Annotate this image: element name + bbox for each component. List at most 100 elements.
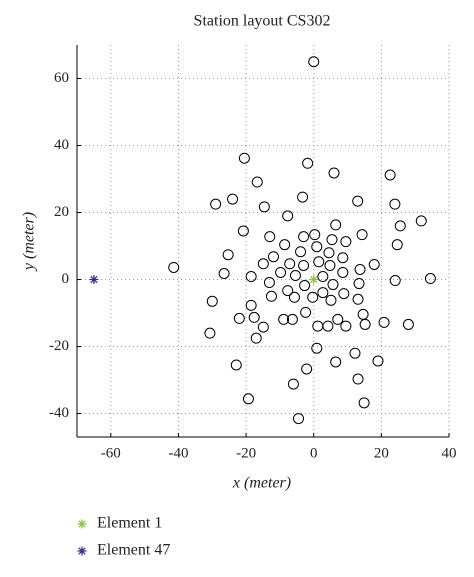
point <box>378 316 390 328</box>
point <box>227 193 239 205</box>
point <box>210 198 222 210</box>
point <box>372 355 384 367</box>
point <box>168 261 180 273</box>
point <box>289 270 301 282</box>
point <box>302 157 314 169</box>
point <box>415 215 427 227</box>
point <box>237 225 249 237</box>
x-tick-label: 20 <box>374 445 389 461</box>
point <box>295 246 307 258</box>
y-tick-label: -20 <box>49 338 69 354</box>
point <box>368 258 380 270</box>
point <box>263 277 275 289</box>
point <box>287 378 299 390</box>
point <box>308 56 320 68</box>
point <box>245 271 257 283</box>
point <box>282 210 294 222</box>
star-point <box>89 275 99 285</box>
point <box>313 256 325 268</box>
x-tick-label: -60 <box>101 445 121 461</box>
point <box>257 258 269 270</box>
point <box>286 313 298 325</box>
point <box>354 263 366 275</box>
point <box>323 247 335 259</box>
point <box>264 231 276 243</box>
point <box>358 397 370 409</box>
point <box>301 363 313 375</box>
point <box>242 393 254 405</box>
point <box>384 169 396 181</box>
point <box>326 234 338 246</box>
point <box>250 332 262 344</box>
point <box>389 275 401 287</box>
point <box>424 273 436 285</box>
point <box>352 195 364 207</box>
point <box>317 287 329 299</box>
point <box>349 347 361 359</box>
point <box>278 313 290 325</box>
point <box>330 356 342 368</box>
legend-marker <box>77 546 87 556</box>
point <box>299 280 311 292</box>
point <box>230 359 242 371</box>
point <box>311 241 323 253</box>
point <box>394 220 406 232</box>
point <box>238 152 250 164</box>
x-tick-label: 0 <box>310 445 318 461</box>
point <box>327 279 339 291</box>
point <box>293 413 305 425</box>
y-tick-label: 0 <box>62 271 70 287</box>
y-tick-label: -40 <box>49 405 69 421</box>
point <box>352 293 364 305</box>
point <box>288 291 300 303</box>
point <box>257 321 269 333</box>
point <box>258 201 270 213</box>
point <box>297 191 309 203</box>
point <box>282 285 294 297</box>
point <box>353 278 365 290</box>
point <box>307 291 319 303</box>
star-point <box>309 275 319 285</box>
legend-label: Element 1 <box>97 515 162 532</box>
point <box>389 198 401 210</box>
x-tick-label: 40 <box>442 445 457 461</box>
point <box>317 271 329 283</box>
point <box>337 252 349 264</box>
point <box>337 266 349 278</box>
x-tick-label: -40 <box>168 445 188 461</box>
point <box>279 239 291 251</box>
legend-marker <box>77 519 87 529</box>
chart-title: Station layout CS302 <box>194 13 331 30</box>
point <box>265 290 277 302</box>
point <box>357 308 369 320</box>
point <box>245 299 257 311</box>
point <box>322 320 334 332</box>
point <box>324 259 336 271</box>
point <box>248 311 260 323</box>
y-tick-label: 60 <box>54 70 69 86</box>
x-axis-label: x (meter) <box>232 475 291 492</box>
point <box>330 219 342 231</box>
point <box>325 294 337 306</box>
point <box>233 312 245 324</box>
point <box>267 251 279 263</box>
point <box>218 267 230 279</box>
point <box>332 313 344 325</box>
legend-label: Element 47 <box>97 542 170 559</box>
point <box>222 249 234 261</box>
point <box>284 258 296 270</box>
point <box>251 176 263 188</box>
point <box>204 327 216 339</box>
point <box>338 288 350 300</box>
point <box>352 373 364 385</box>
point <box>206 295 218 307</box>
point <box>298 231 310 243</box>
point <box>311 342 323 354</box>
y-axis-label: y (meter) <box>21 212 38 272</box>
y-tick-label: 40 <box>54 137 69 153</box>
point <box>300 306 312 318</box>
point <box>275 266 287 278</box>
point <box>391 239 403 251</box>
point <box>402 318 414 330</box>
